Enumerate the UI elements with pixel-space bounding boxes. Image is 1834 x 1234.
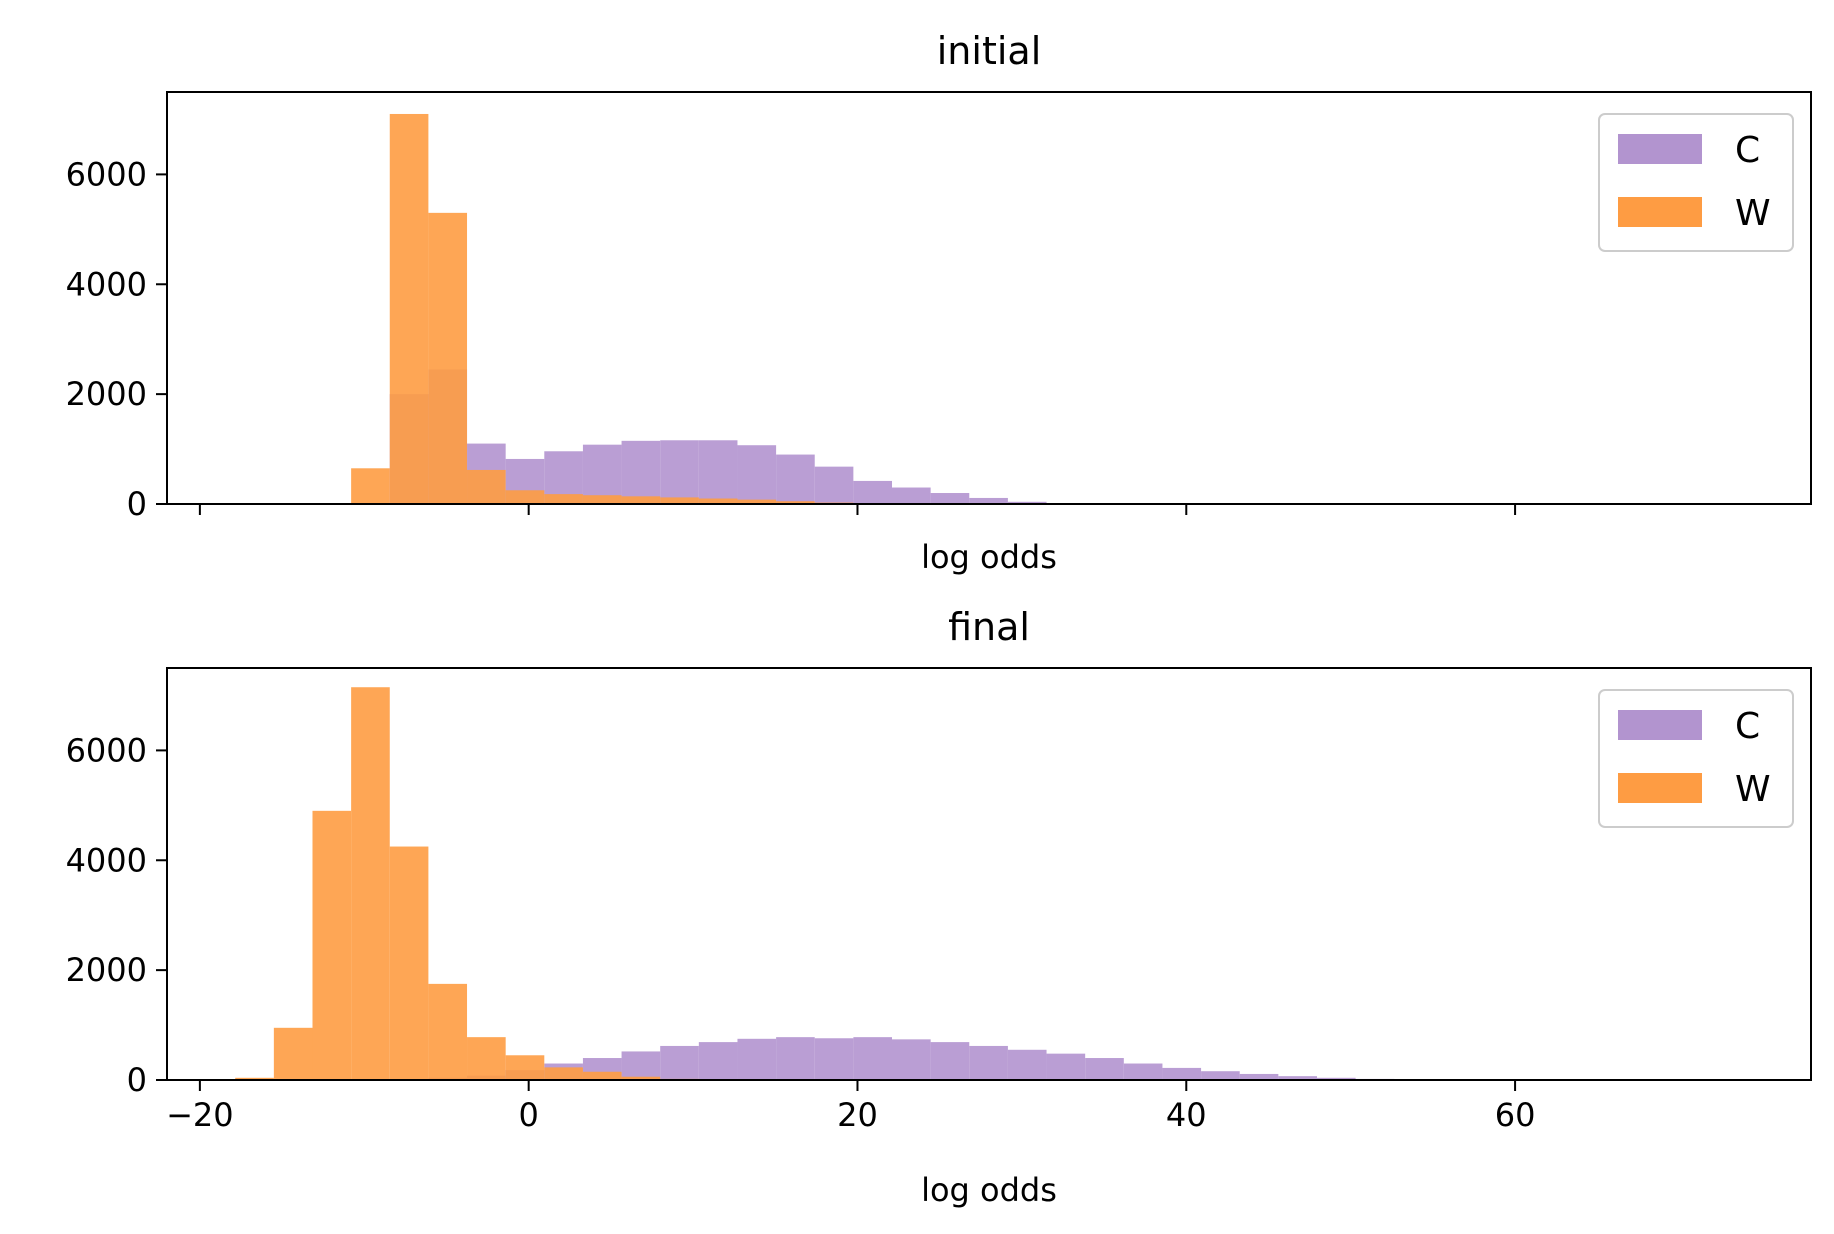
subplot-final-xlabel: log odds — [921, 1171, 1057, 1209]
legend-label-c: C — [1735, 706, 1760, 747]
bar-w-4 — [505, 490, 545, 504]
subplot-final-bars — [235, 687, 1395, 1080]
legend-label-c: C — [1735, 130, 1760, 171]
x-tick-label: 20 — [837, 1096, 878, 1134]
bar-c-6 — [582, 444, 622, 504]
subplot-final-yticks: 0 2000 4000 6000 — [66, 731, 167, 1099]
bar-c-16 — [969, 497, 1008, 504]
bar-w-6 — [467, 1037, 506, 1080]
subplot-initial-title: initial — [937, 29, 1042, 73]
subplot-final-xticks: −20 0 20 40 60 — [166, 1080, 1535, 1134]
bar-c-17 — [1085, 1058, 1124, 1080]
legend-swatch-w — [1618, 773, 1702, 803]
bar-w-3 — [351, 687, 390, 1080]
bar-c-21 — [1239, 1073, 1279, 1080]
bar-w-3 — [467, 469, 506, 504]
x-tick-label: 40 — [1166, 1096, 1207, 1134]
x-tick-label: 0 — [519, 1096, 539, 1134]
bar-w-8 — [544, 1067, 583, 1080]
bar-c-11 — [853, 1037, 893, 1080]
bar-w-0 — [235, 1077, 274, 1080]
bar-c-10 — [814, 1038, 854, 1080]
bar-c-10 — [737, 445, 777, 504]
subplot-final-legend: C W — [1598, 689, 1794, 828]
bar-c-5 — [621, 1051, 661, 1080]
bar-c-20 — [1201, 1071, 1240, 1080]
bar-c-16 — [1046, 1053, 1086, 1080]
y-tick-label: 0 — [127, 485, 147, 523]
y-tick-label: 6000 — [66, 155, 147, 193]
bar-c-9 — [698, 440, 738, 504]
bar-c-11 — [776, 454, 815, 504]
bar-w-2 — [312, 810, 352, 1080]
bar-w-5 — [428, 983, 468, 1080]
subplot-initial: initial 0 2000 4000 6000 log odds C W — [66, 29, 1812, 576]
bar-w-4 — [389, 846, 429, 1080]
legend-swatch-c — [1618, 710, 1702, 740]
bar-c-15 — [930, 493, 970, 504]
y-tick-label: 4000 — [66, 841, 147, 879]
bar-c-15 — [1007, 1049, 1047, 1080]
bar-w-9 — [582, 1071, 622, 1080]
bar-w-7 — [505, 1055, 545, 1080]
bar-c-19 — [1162, 1067, 1202, 1080]
y-tick-label: 0 — [127, 1061, 147, 1099]
x-tick-label: 60 — [1495, 1096, 1536, 1134]
bar-w-1 — [273, 1027, 313, 1080]
bar-c-14 — [969, 1045, 1008, 1080]
bar-c-8 — [660, 440, 699, 504]
bar-c-13 — [853, 480, 893, 504]
bar-c-17 — [1007, 501, 1047, 504]
bar-c-12 — [814, 466, 854, 504]
bar-w-1 — [389, 113, 429, 505]
y-tick-label: 2000 — [66, 375, 147, 413]
bar-w-10 — [737, 499, 777, 504]
bar-c-14 — [892, 487, 931, 504]
bar-c-7 — [621, 440, 661, 504]
subplot-initial-xlabel: log odds — [921, 538, 1057, 576]
legend-swatch-w — [1618, 197, 1702, 227]
bar-c-13 — [930, 1042, 970, 1080]
bar-c-7 — [698, 1042, 738, 1080]
subplot-initial-axes-frame — [166, 91, 1812, 505]
bar-c-6 — [660, 1045, 699, 1080]
bar-w-9 — [698, 498, 738, 504]
bar-c-8 — [737, 1038, 777, 1080]
bar-c-23 — [1316, 1077, 1356, 1080]
bar-c-18 — [1123, 1063, 1163, 1080]
bar-c-9 — [776, 1037, 815, 1080]
subplot-final-title: final — [948, 605, 1030, 649]
subplot-initial-yticks: 0 2000 4000 6000 — [66, 155, 167, 523]
legend-swatch-c — [1618, 134, 1702, 164]
subplot-initial-legend: C W — [1598, 113, 1794, 252]
bar-w-6 — [582, 495, 622, 504]
legend-label-w: W — [1735, 193, 1771, 234]
bar-w-11 — [776, 501, 815, 504]
bar-c-12 — [892, 1039, 931, 1080]
subplot-initial-bars — [351, 113, 1047, 505]
subplot-final-axes-frame — [166, 667, 1812, 1081]
bar-w-2 — [428, 212, 468, 504]
bar-w-0 — [351, 468, 390, 504]
legend-label-w: W — [1735, 769, 1771, 810]
y-tick-label: 6000 — [66, 731, 147, 769]
bar-w-8 — [660, 497, 699, 504]
x-tick-label: −20 — [166, 1096, 234, 1134]
bar-w-5 — [544, 494, 583, 504]
y-tick-label: 4000 — [66, 265, 147, 303]
bar-c-22 — [1278, 1076, 1317, 1080]
y-tick-label: 2000 — [66, 951, 147, 989]
bar-w-7 — [621, 496, 661, 504]
subplot-initial-xticks — [198, 504, 1517, 515]
bar-w-10 — [621, 1076, 661, 1080]
